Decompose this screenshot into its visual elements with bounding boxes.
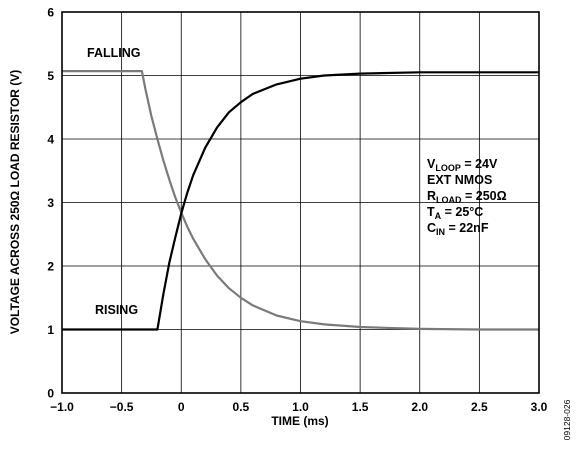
x-tick-label: −1.0 — [50, 400, 74, 414]
x-tick-label: −0.5 — [110, 400, 134, 414]
y-tick-label: 0 — [47, 387, 54, 401]
series-lines — [62, 69, 539, 331]
x-tick-label: 0.5 — [233, 400, 250, 414]
figure-id: 09128-026 — [562, 399, 572, 440]
y-tick-label: 5 — [47, 69, 54, 83]
series-line-rising — [62, 71, 539, 331]
y-axis-title: VOLTAGE ACROSS 250Ω LOAD RESISTOR (V) — [8, 70, 22, 335]
y-tick-labels: 0 1 2 3 4 5 6 — [47, 6, 54, 401]
y-tick-label: 3 — [47, 196, 54, 210]
falling-label: FALLING — [87, 46, 140, 60]
x-tick-label: 0 — [178, 400, 185, 414]
y-tick-label: 6 — [47, 6, 54, 20]
series-line-falling — [62, 69, 539, 331]
plot-frame — [61, 11, 540, 394]
condition-line: RLOAD = 250Ω — [427, 189, 507, 205]
y-tick-label: 4 — [47, 133, 54, 147]
y-tick-label: 2 — [47, 260, 54, 274]
x-tick-label: 2.5 — [471, 400, 488, 414]
grid — [62, 12, 539, 393]
condition-line: VLOOP = 24V — [427, 157, 498, 173]
condition-line: EXT NMOS — [427, 173, 492, 187]
y-tick-label: 1 — [47, 323, 54, 337]
condition-line: CIN = 22nF — [427, 221, 489, 237]
condition-line: TA = 25°C — [427, 205, 483, 221]
x-axis-title: TIME (ms) — [271, 414, 328, 428]
x-tick-label: 1.0 — [292, 400, 309, 414]
x-tick-label: 2.0 — [411, 400, 428, 414]
x-tick-labels: −1.0 −0.5 0 0.5 1.0 1.5 2.0 2.5 3.0 — [50, 400, 548, 414]
x-tick-label: 1.5 — [352, 400, 369, 414]
x-tick-label: 3.0 — [531, 400, 548, 414]
rising-label: RISING — [95, 303, 138, 317]
